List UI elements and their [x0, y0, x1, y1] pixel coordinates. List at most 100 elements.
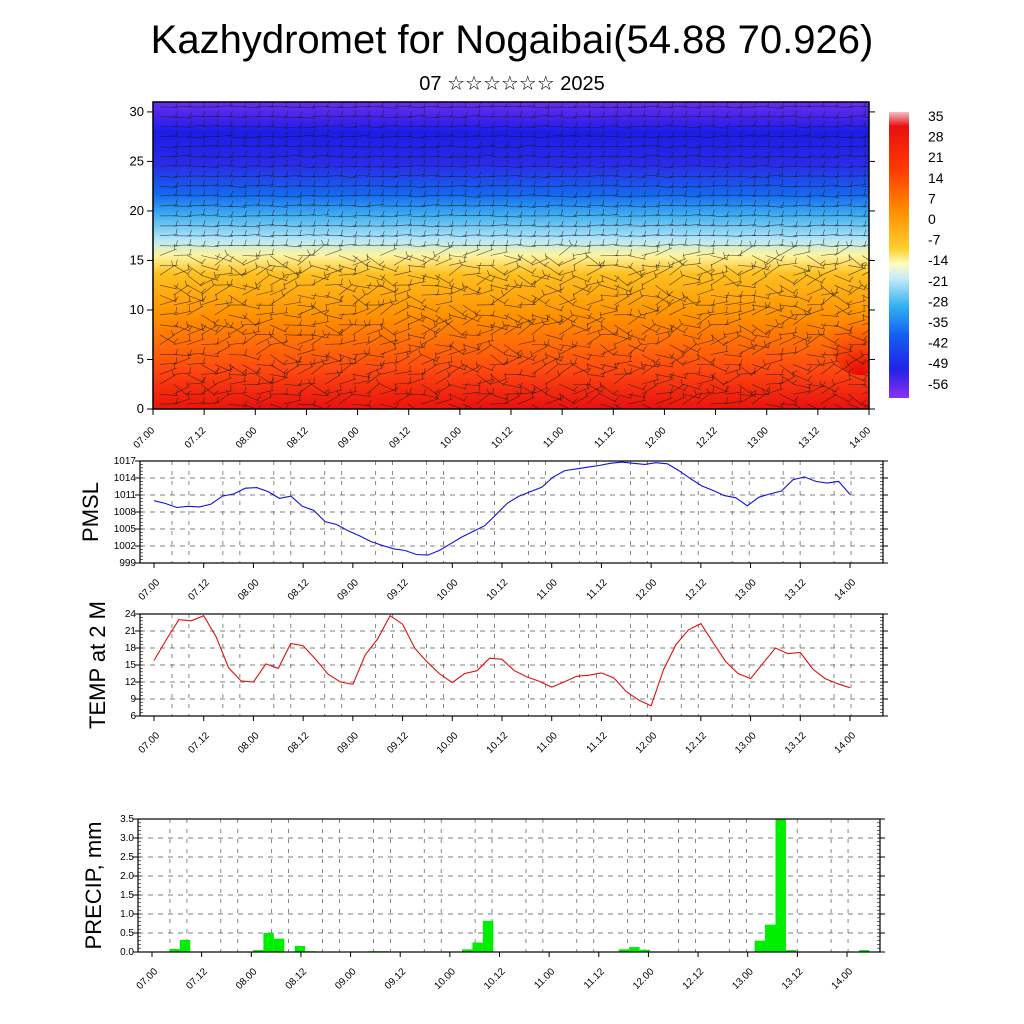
wind-barb [201, 229, 220, 236]
wind-barb [641, 139, 660, 147]
precip-bar [273, 938, 285, 952]
wind-barb [710, 122, 729, 129]
wind-barb [352, 161, 371, 168]
wind-barb [490, 344, 509, 355]
wind-barb [242, 262, 259, 276]
wind-barb [724, 395, 743, 405]
wind-barb [627, 344, 647, 353]
wind-barb [490, 179, 509, 187]
wind-barb [696, 199, 715, 207]
wind-barb [352, 319, 371, 326]
wind-barb [848, 280, 864, 296]
wind-barb [242, 303, 262, 310]
wind-barb [738, 324, 757, 334]
wind-barb [862, 264, 869, 266]
wind-barb [366, 255, 385, 267]
wind-barb [476, 321, 496, 329]
xtick-label: 07.12 [184, 966, 210, 992]
wind-barb [421, 102, 440, 108]
wind-barb [269, 334, 288, 346]
wind-barb [242, 283, 262, 290]
wind-barb [724, 363, 742, 375]
wind-barb [765, 284, 784, 296]
wind-barb [531, 270, 547, 286]
wind-barb [490, 374, 508, 386]
wind-barb [476, 270, 492, 286]
wind-barb [435, 286, 454, 296]
wind-barb [779, 393, 799, 403]
ytick-label: 9 [130, 694, 136, 705]
wind-barb [242, 170, 261, 178]
wind-barb [297, 260, 313, 276]
wind-barb [366, 360, 385, 367]
wind-barb [820, 320, 840, 327]
wind-barb [600, 344, 619, 357]
wind-barb [600, 189, 619, 197]
wind-barb [173, 284, 192, 296]
wind-barb [449, 239, 468, 246]
wind-barb [476, 102, 495, 108]
wind-barb [531, 255, 550, 267]
wind-barb [228, 139, 247, 147]
wind-barb [861, 383, 869, 389]
wind-barb [669, 324, 688, 334]
wind-barb [407, 332, 427, 339]
wind-barb [848, 378, 867, 385]
wind-barb [779, 314, 799, 321]
wind-barb [201, 379, 217, 395]
wind-barb [765, 383, 783, 395]
xtick-label: 10.00 [435, 730, 461, 756]
colorbar-label: -56 [928, 376, 948, 392]
wind-barb [655, 131, 674, 138]
wind-barb [435, 208, 454, 217]
wind-barb [545, 333, 565, 340]
wind-barb [751, 324, 770, 336]
wind-barb [256, 376, 275, 385]
wind-barb [159, 306, 178, 316]
wind-barb [696, 209, 715, 217]
wind-barb [393, 218, 412, 227]
wind-barb [407, 151, 426, 158]
wind-barb [793, 269, 808, 286]
wind-barb [517, 298, 536, 306]
wind-barb [393, 365, 412, 375]
wind-barb [462, 142, 482, 149]
wind-barb [159, 362, 177, 375]
wind-barb [338, 255, 358, 263]
cross-section-xtick-label: 12.12 [694, 425, 720, 451]
wind-barb [820, 141, 839, 148]
wind-barb [696, 374, 715, 385]
wind-barb [462, 380, 482, 387]
wind-barb [820, 286, 839, 296]
wind-barb [187, 301, 204, 316]
wind-barb [669, 130, 688, 137]
wind-barb [283, 265, 302, 276]
wind-barb [848, 119, 867, 128]
cross-section-xtick-label: 14.00 [848, 425, 874, 451]
wind-barb [214, 389, 230, 405]
wind-barb [242, 179, 261, 187]
wind-barb [655, 228, 674, 236]
wind-barb [297, 344, 316, 355]
wind-barb [187, 396, 206, 405]
wind-barb [586, 239, 605, 246]
wind-barb [270, 261, 289, 268]
xtick-label: 11.12 [585, 577, 610, 602]
ytick-label: 1.5 [120, 890, 134, 901]
wind-barb [435, 275, 454, 285]
wind-barb [793, 341, 810, 355]
wind-barb [490, 169, 509, 177]
wind-barb [517, 354, 537, 362]
wind-barb [283, 169, 302, 177]
wind-barb [297, 301, 317, 308]
wind-barb [173, 131, 192, 138]
wind-barb [614, 275, 632, 287]
wind-barb [352, 289, 367, 306]
precip-bar [775, 819, 786, 952]
wind-barb [669, 140, 688, 147]
ytick-label: 3.5 [120, 814, 134, 825]
wind-barb [448, 383, 468, 390]
wind-barb [256, 110, 275, 118]
ytick-label: 1014 [114, 473, 137, 484]
wind-barb [559, 383, 578, 392]
